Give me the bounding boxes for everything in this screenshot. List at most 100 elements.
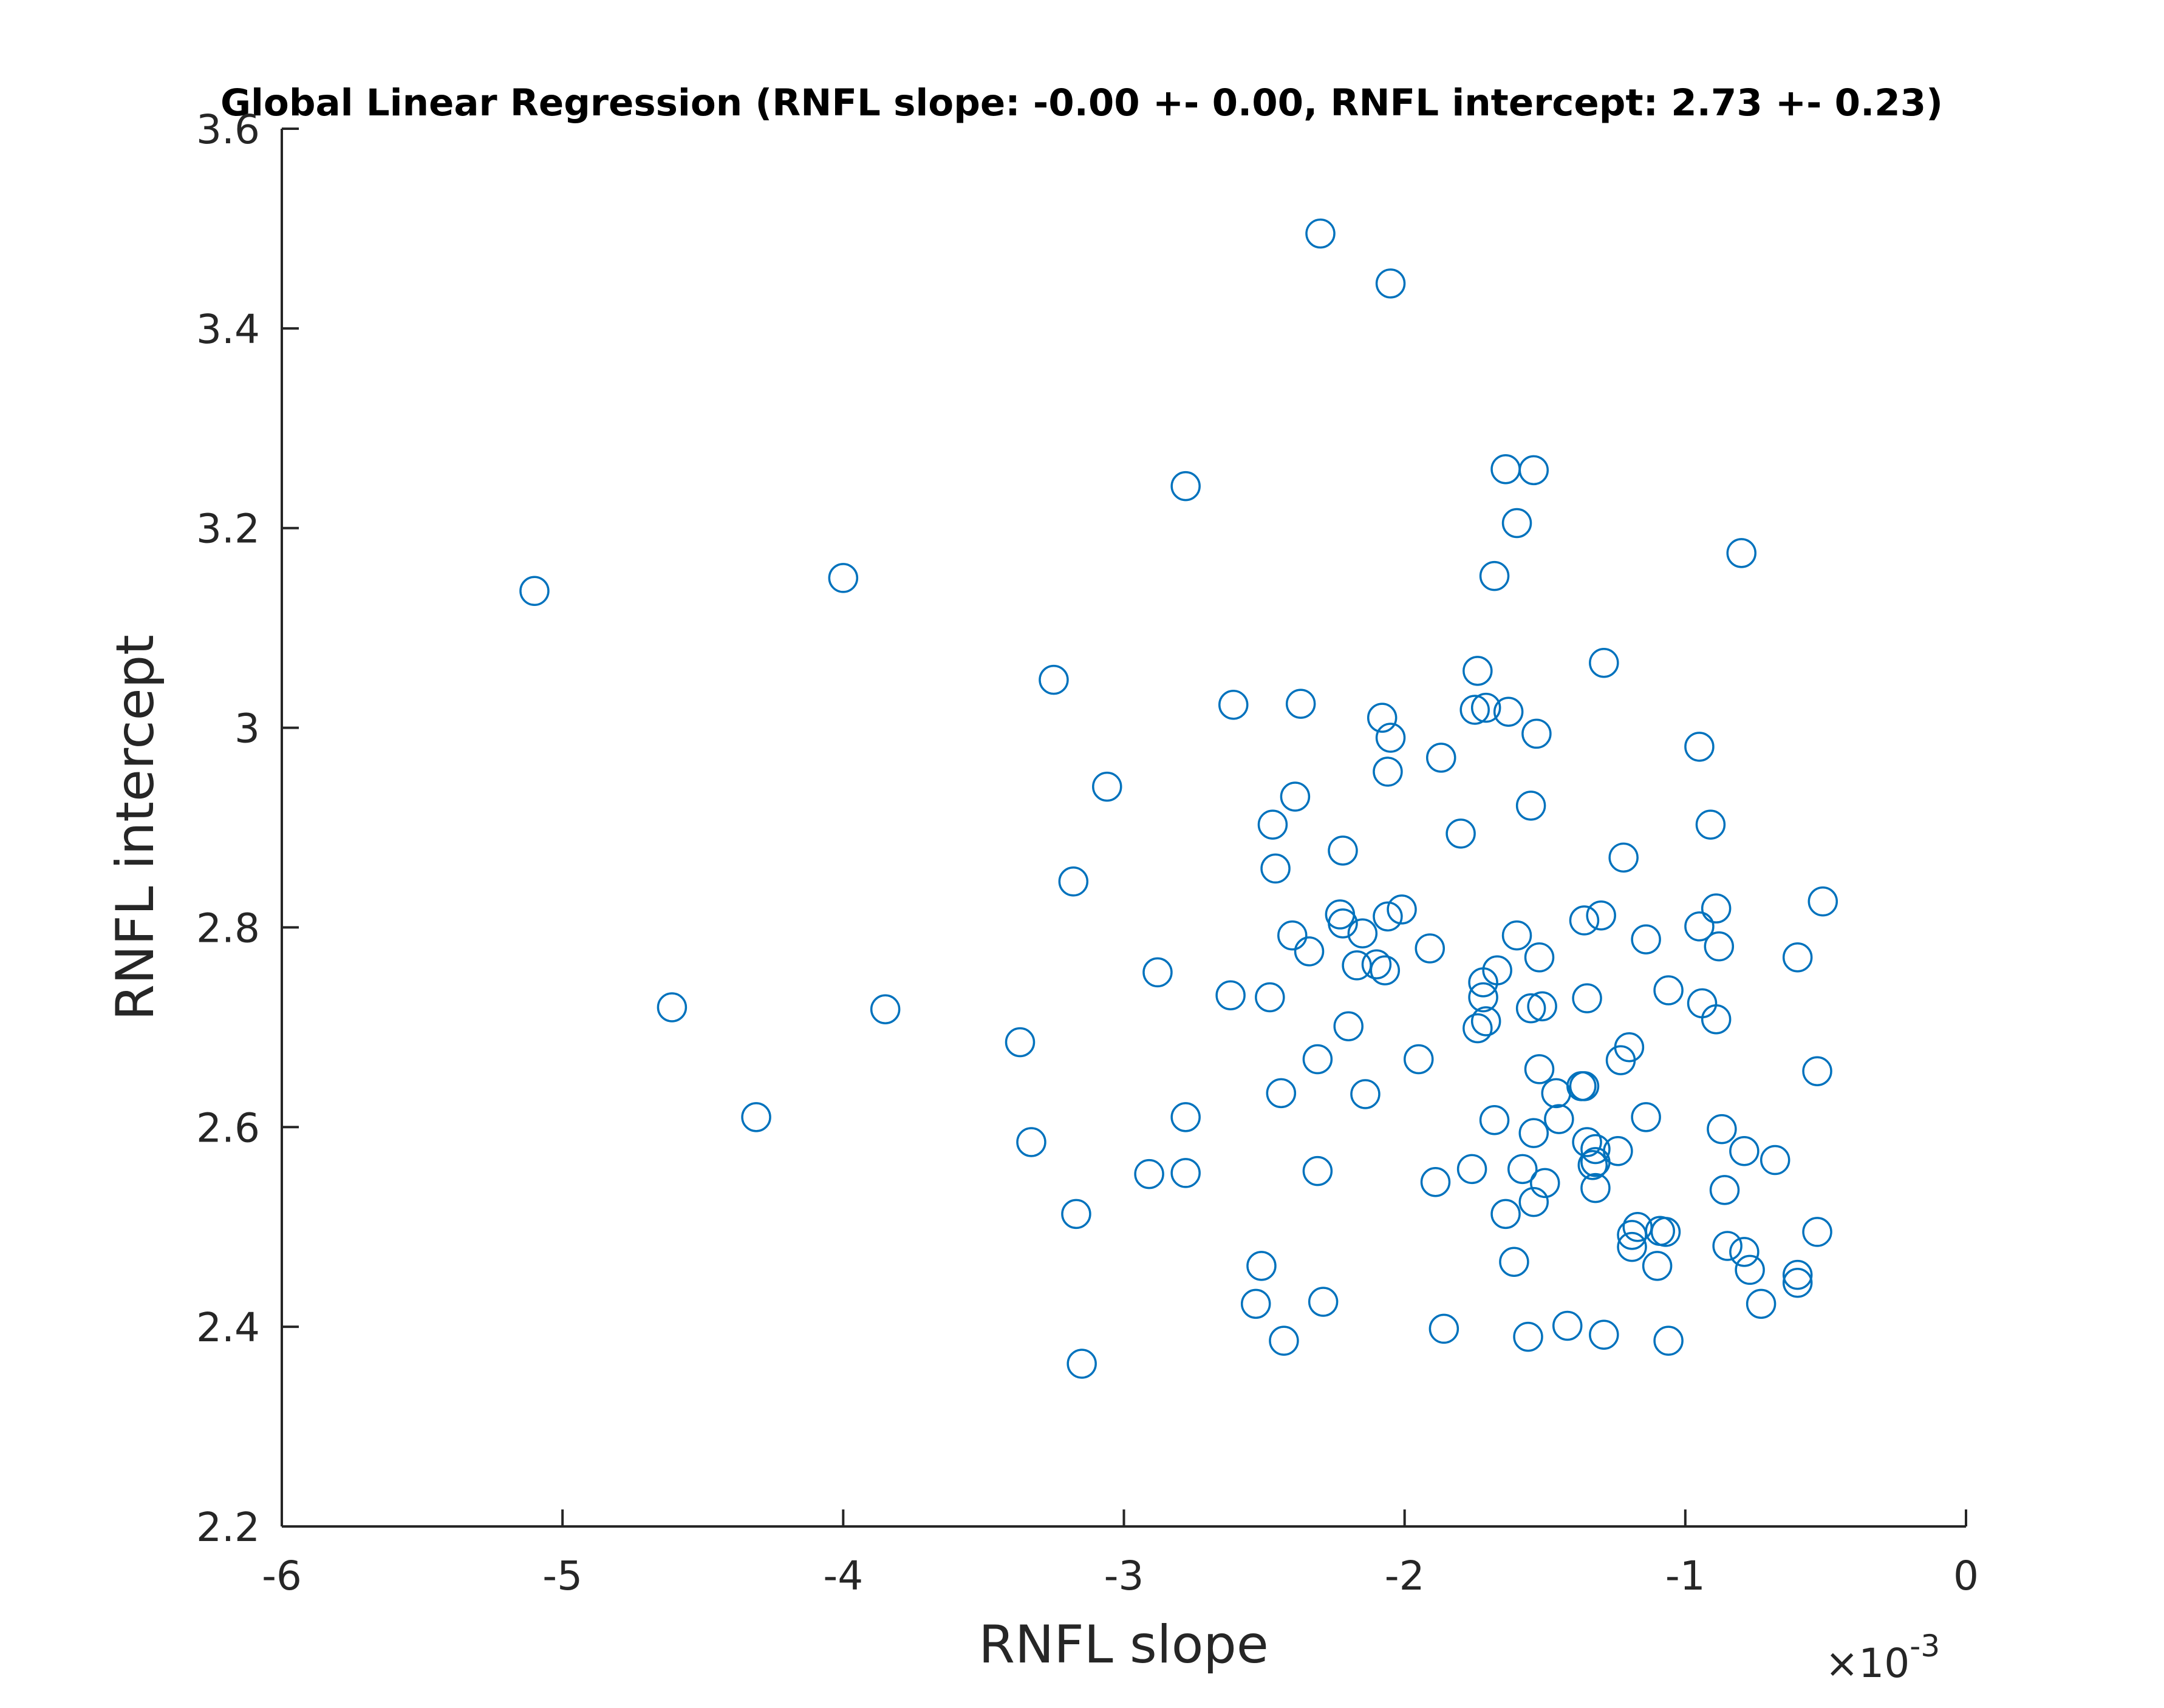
y-axis-label: RNFL intercept (105, 635, 166, 1021)
scatter-point (1463, 656, 1493, 686)
x-exponent-multiplier: ×10-3 (1825, 1628, 1940, 1687)
scatter-point (1302, 1044, 1333, 1075)
scatter-point (1617, 1220, 1647, 1250)
y-tick-label: 2.4 (196, 1304, 260, 1351)
scatter-point (1807, 886, 1838, 917)
scatter-point (1653, 975, 1684, 1005)
scatter-point (1058, 866, 1089, 897)
scatter-point (1260, 853, 1291, 884)
scatter-point (1170, 1158, 1201, 1188)
y-tick-label: 3.4 (196, 306, 260, 353)
scatter-point (1617, 1231, 1647, 1262)
scatter-point (1373, 901, 1403, 932)
scatter-point (1518, 1118, 1549, 1148)
scatter-point (1215, 980, 1246, 1010)
x-tick-label: -1 (1665, 1553, 1705, 1599)
scatter-point (1501, 508, 1532, 539)
x-axis-label: RNFL slope (978, 1614, 1269, 1675)
chart-title: Global Linear Regression (RNFL slope: -0… (220, 81, 1943, 124)
y-ticks: 2.2 2.4 2.6 2.8 3 3.2 3.4 3.6 (196, 106, 299, 1551)
scatter-point (1566, 1071, 1597, 1101)
x-tick-label: -3 (1104, 1553, 1144, 1599)
scatter-point (1425, 743, 1456, 773)
scatter-point (1373, 757, 1403, 787)
scatter-point (1277, 920, 1308, 951)
scatter-point (1468, 982, 1498, 1013)
scatter-point (1328, 835, 1358, 866)
scatter-point (1240, 1288, 1271, 1319)
y-tick-label: 3.2 (196, 506, 260, 553)
scatter-point (1142, 957, 1173, 988)
scatter-point (1350, 1079, 1381, 1109)
scatter-point (1479, 560, 1510, 591)
scatter-point (1308, 1287, 1339, 1317)
x-tick-label: -6 (262, 1553, 302, 1599)
scatter-point (741, 1102, 771, 1132)
scatter-point (1614, 1032, 1645, 1063)
scatter-point (828, 563, 859, 593)
scatter-point (1684, 732, 1715, 762)
scatter-point (1729, 1237, 1760, 1267)
scatter-point (1490, 454, 1521, 485)
scatter-point (1061, 1199, 1091, 1230)
scatter-point (1552, 1310, 1583, 1341)
scatter-point (1642, 1251, 1673, 1281)
scatter-point (1067, 1349, 1097, 1379)
scatter-point (1608, 842, 1639, 873)
scatter-point (1589, 1319, 1619, 1350)
scatter-point (1255, 982, 1285, 1013)
scatter-point (1701, 1004, 1732, 1035)
scatter-point (1729, 1135, 1760, 1166)
scatter-point (1493, 696, 1524, 727)
scatter-point (1802, 1056, 1832, 1086)
scatter-point (1527, 991, 1557, 1022)
scatter-point (1218, 690, 1249, 720)
scatter-point (1375, 723, 1406, 753)
scatter-point (1544, 1104, 1574, 1134)
scatter-point (1499, 1247, 1529, 1278)
scatter-point (1653, 1325, 1684, 1356)
scatter-point (1577, 1150, 1608, 1180)
scatter-point (1735, 1254, 1765, 1285)
scatter-point (1524, 942, 1555, 973)
scatter-point (1782, 1259, 1813, 1290)
scatter-point (1387, 894, 1417, 925)
scatter-point (1333, 1011, 1364, 1041)
scatter-point (1134, 1159, 1164, 1189)
x-exponent-base: ×10 (1825, 1640, 1910, 1687)
scatter-point (1246, 1251, 1277, 1281)
scatter-point (1701, 893, 1732, 924)
scatter-point (1170, 1102, 1201, 1132)
scatter-point (1415, 933, 1446, 964)
scatter-point (1446, 818, 1476, 849)
scatter-point (1305, 218, 1336, 249)
scatter-point (1404, 1044, 1434, 1075)
x-tick-label: -5 (542, 1553, 582, 1599)
scatter-point (1328, 908, 1358, 939)
scatter-point (1650, 1217, 1681, 1247)
scatter-point (1463, 1013, 1493, 1044)
scatter-point (1456, 1154, 1487, 1185)
scatter-point (1572, 983, 1602, 1013)
scatter-point (1518, 1186, 1549, 1217)
scatter-point (1269, 1325, 1299, 1356)
scatter-point (1709, 1175, 1740, 1205)
scatter-point (657, 992, 688, 1022)
scatter-point (1490, 1199, 1521, 1230)
scatter-point (1266, 1078, 1297, 1109)
scatter-point (1569, 1071, 1600, 1101)
scatter-point (1712, 1231, 1742, 1261)
scatter-point (1507, 1154, 1538, 1185)
scatter-point (1367, 703, 1398, 733)
scatter-point (1524, 1054, 1555, 1084)
scatter-point (1782, 942, 1813, 973)
scatter-point (1170, 471, 1201, 502)
scatter-point (1016, 1127, 1046, 1157)
scatter-point (1470, 1006, 1501, 1036)
scatter-point (1572, 1127, 1602, 1157)
scatter-point (1513, 1321, 1543, 1352)
scatter-point (1515, 791, 1546, 821)
axes (281, 129, 1966, 1528)
scatter-point (1501, 920, 1532, 951)
x-exponent-power: -3 (1910, 1628, 1940, 1664)
